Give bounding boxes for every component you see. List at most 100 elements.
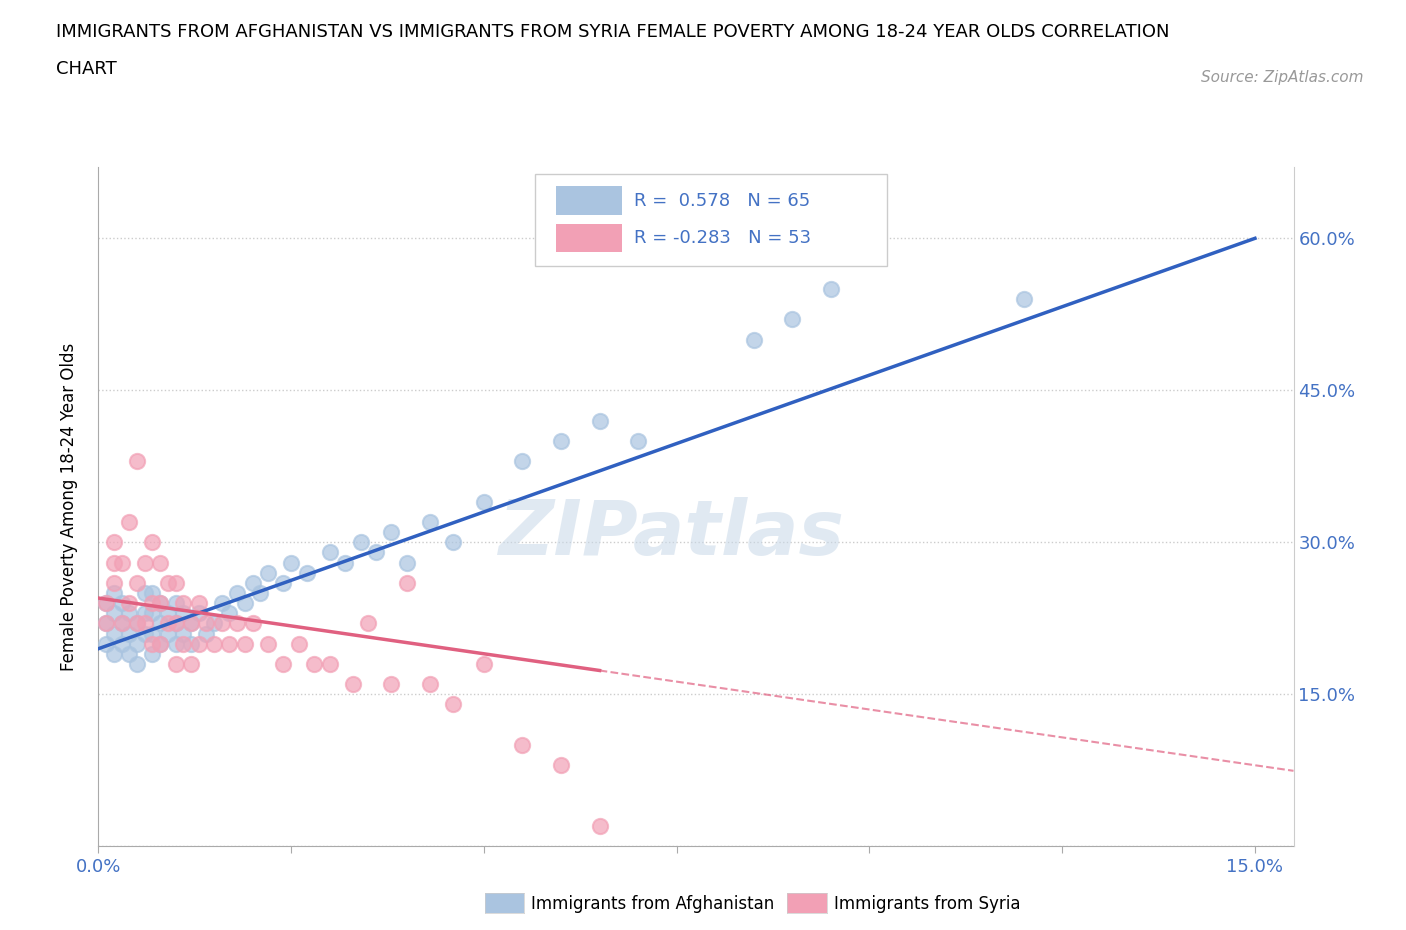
Text: CHART: CHART bbox=[56, 60, 117, 78]
Point bbox=[782, 312, 804, 326]
Point bbox=[165, 576, 187, 591]
Point bbox=[180, 616, 202, 631]
Point bbox=[273, 657, 295, 671]
Text: ZIPatlas: ZIPatlas bbox=[499, 497, 845, 571]
Point bbox=[187, 636, 209, 651]
Point bbox=[233, 636, 256, 651]
Point bbox=[472, 495, 495, 510]
Point bbox=[125, 657, 148, 671]
Point bbox=[118, 646, 141, 661]
Point bbox=[103, 646, 125, 661]
Point bbox=[441, 535, 464, 550]
Point bbox=[165, 657, 187, 671]
Point bbox=[357, 616, 380, 631]
Point bbox=[364, 545, 387, 560]
Point bbox=[149, 616, 172, 631]
Text: Source: ZipAtlas.com: Source: ZipAtlas.com bbox=[1201, 70, 1364, 85]
Point bbox=[118, 514, 141, 529]
Point bbox=[172, 636, 194, 651]
Point bbox=[172, 605, 194, 620]
Point bbox=[395, 576, 418, 591]
Point bbox=[103, 555, 125, 570]
Point bbox=[172, 596, 194, 611]
Y-axis label: Female Poverty Among 18-24 Year Olds: Female Poverty Among 18-24 Year Olds bbox=[59, 343, 77, 671]
Point bbox=[211, 596, 233, 611]
Point bbox=[233, 596, 256, 611]
Point bbox=[172, 626, 194, 641]
Point bbox=[419, 677, 441, 692]
Point bbox=[149, 555, 172, 570]
Point bbox=[165, 616, 187, 631]
Point bbox=[202, 616, 225, 631]
Point bbox=[257, 636, 280, 651]
Point bbox=[134, 626, 156, 641]
Point bbox=[165, 596, 187, 611]
Point bbox=[165, 636, 187, 651]
Point bbox=[1012, 292, 1035, 307]
Point bbox=[472, 657, 495, 671]
Point bbox=[125, 636, 148, 651]
Point bbox=[165, 616, 187, 631]
Point bbox=[94, 636, 117, 651]
Point bbox=[180, 616, 202, 631]
Point bbox=[380, 525, 402, 539]
Point bbox=[94, 616, 117, 631]
Point bbox=[588, 413, 610, 428]
Point bbox=[141, 586, 163, 601]
Point bbox=[218, 636, 240, 651]
Point bbox=[333, 555, 356, 570]
Point bbox=[125, 454, 148, 469]
Point bbox=[118, 596, 141, 611]
Point bbox=[110, 636, 132, 651]
Point bbox=[288, 636, 311, 651]
Point bbox=[187, 596, 209, 611]
Point bbox=[380, 677, 402, 692]
Point bbox=[156, 576, 179, 591]
Text: Immigrants from Syria: Immigrants from Syria bbox=[834, 895, 1021, 913]
Point bbox=[156, 626, 179, 641]
Point bbox=[134, 586, 156, 601]
Point bbox=[419, 514, 441, 529]
Point bbox=[110, 555, 132, 570]
Point bbox=[512, 454, 534, 469]
Point bbox=[319, 545, 342, 560]
Point bbox=[211, 616, 233, 631]
Point bbox=[118, 626, 141, 641]
Point bbox=[742, 332, 765, 347]
Point bbox=[180, 636, 202, 651]
Point bbox=[103, 626, 125, 641]
Point bbox=[395, 555, 418, 570]
Point bbox=[125, 576, 148, 591]
Text: R = -0.283   N = 53: R = -0.283 N = 53 bbox=[634, 229, 811, 247]
Point bbox=[125, 616, 148, 631]
Point bbox=[103, 576, 125, 591]
Point bbox=[156, 616, 179, 631]
Point bbox=[249, 586, 271, 601]
Point bbox=[180, 657, 202, 671]
Point bbox=[242, 616, 264, 631]
Text: IMMIGRANTS FROM AFGHANISTAN VS IMMIGRANTS FROM SYRIA FEMALE POVERTY AMONG 18-24 : IMMIGRANTS FROM AFGHANISTAN VS IMMIGRANT… bbox=[56, 23, 1170, 41]
Point bbox=[342, 677, 364, 692]
Point bbox=[202, 636, 225, 651]
Point bbox=[319, 657, 342, 671]
Point bbox=[550, 758, 572, 773]
Point bbox=[257, 565, 280, 580]
Point bbox=[550, 433, 572, 448]
FancyBboxPatch shape bbox=[557, 224, 621, 252]
Point bbox=[125, 616, 148, 631]
Point bbox=[226, 586, 249, 601]
Point bbox=[441, 697, 464, 711]
Text: Immigrants from Afghanistan: Immigrants from Afghanistan bbox=[531, 895, 775, 913]
Point bbox=[134, 616, 156, 631]
Point bbox=[304, 657, 326, 671]
Point bbox=[820, 282, 842, 297]
Point bbox=[94, 596, 117, 611]
Point bbox=[195, 626, 218, 641]
Point bbox=[94, 616, 117, 631]
Point bbox=[141, 605, 163, 620]
Point bbox=[512, 737, 534, 752]
Point bbox=[295, 565, 318, 580]
Point bbox=[103, 586, 125, 601]
Point bbox=[110, 616, 132, 631]
Point bbox=[141, 596, 163, 611]
